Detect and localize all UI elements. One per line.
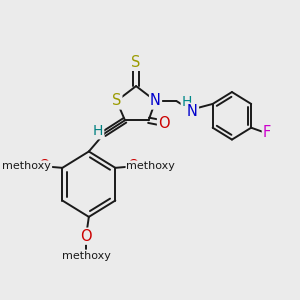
Text: O: O — [80, 229, 92, 244]
Text: methoxy: methoxy — [61, 250, 110, 260]
Text: H: H — [182, 95, 192, 110]
Text: H: H — [93, 124, 103, 138]
Text: F: F — [263, 125, 271, 140]
Text: N: N — [150, 94, 161, 109]
Text: O: O — [158, 116, 170, 131]
Text: O: O — [38, 159, 50, 174]
Text: O: O — [128, 159, 139, 174]
Text: N: N — [187, 104, 198, 119]
Text: methoxy: methoxy — [2, 161, 51, 171]
Text: methoxy: methoxy — [126, 161, 175, 171]
Text: S: S — [112, 94, 121, 109]
Text: S: S — [131, 55, 141, 70]
